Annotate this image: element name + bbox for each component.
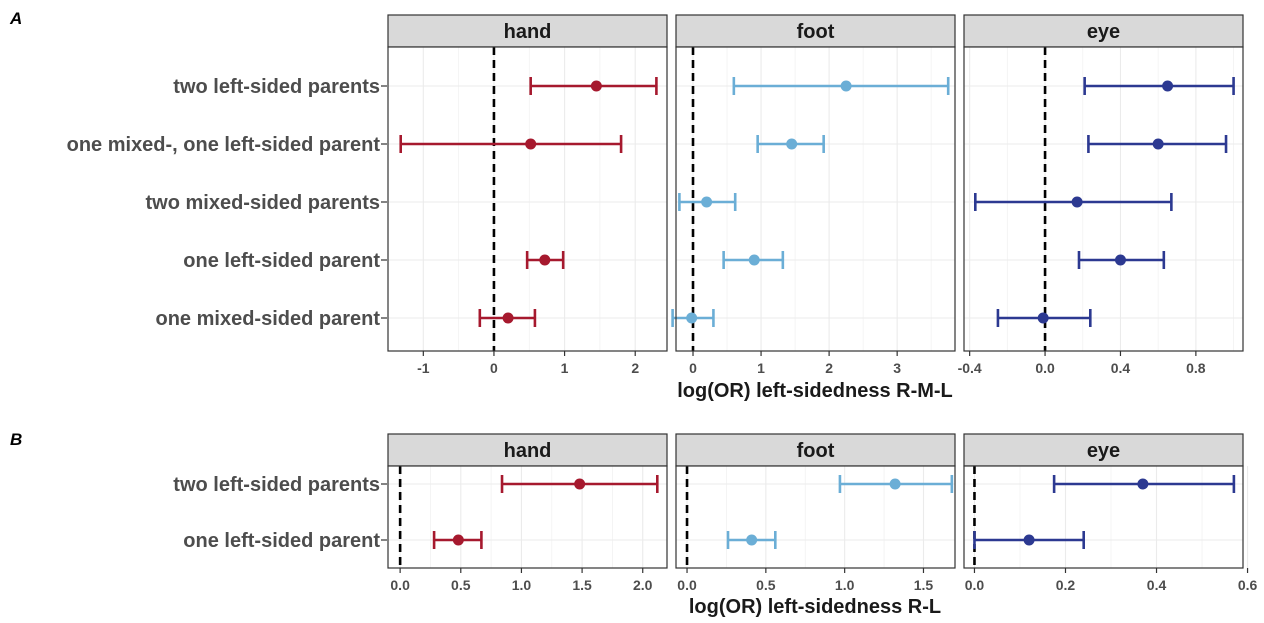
- x-tick-label: 0.2: [1056, 577, 1076, 593]
- estimate-point: [1023, 534, 1035, 546]
- category-label: one mixed-, one left-sided parent: [67, 134, 381, 156]
- estimate-point: [1071, 196, 1083, 208]
- x-tick-label: 1.0: [512, 577, 532, 593]
- panel-letter: B: [10, 430, 22, 449]
- estimate-point: [686, 312, 698, 324]
- facet-strip: [963, 14, 1244, 48]
- plot-area: [388, 466, 667, 568]
- x-tick-label: 2.0: [633, 577, 653, 593]
- estimate-point: [786, 138, 798, 150]
- category-label: one left-sided parent: [183, 530, 380, 552]
- category-label: one left-sided parent: [183, 250, 380, 272]
- x-axis-title: log(OR) left-sidedness R-L: [689, 596, 941, 618]
- facet-eye: eye -0.4 0.0 0.4 0.8: [958, 14, 1244, 376]
- panel-border: [387, 46, 668, 352]
- facet-strip: [387, 433, 668, 467]
- estimate-point: [1137, 478, 1149, 490]
- plot-area: [964, 466, 1243, 568]
- estimate-point: [840, 80, 852, 92]
- facet-foot: foot 0.0 0.5 1.0 1.5: [675, 433, 956, 593]
- x-tick-label: -0.4: [958, 360, 982, 376]
- facet-strip: [387, 14, 668, 48]
- facet-title: foot: [797, 21, 835, 43]
- panel-border: [963, 46, 1244, 352]
- estimate-point: [539, 254, 551, 266]
- estimate-point: [590, 80, 602, 92]
- x-tick-label: 0.0: [965, 577, 985, 593]
- x-tick-label: 0.6: [1238, 577, 1258, 593]
- x-tick-label: -1: [417, 360, 430, 376]
- x-tick-label: 3: [893, 360, 901, 376]
- panel-border: [675, 465, 956, 569]
- estimate-point: [1162, 80, 1174, 92]
- panel-border: [675, 46, 956, 352]
- facet-foot: foot 0 1 2 3: [671, 14, 956, 376]
- x-tick-label: 0.0: [677, 577, 697, 593]
- x-tick-label: 0: [490, 360, 498, 376]
- panel-border: [963, 465, 1244, 569]
- estimate-point: [1152, 138, 1164, 150]
- x-tick-label: 0.4: [1111, 360, 1131, 376]
- estimate-point: [574, 478, 586, 490]
- x-tick-label: 1.0: [835, 577, 855, 593]
- estimate-point: [1114, 254, 1126, 266]
- x-tick-label: 2: [631, 360, 639, 376]
- x-tick-label: 0.5: [451, 577, 471, 593]
- x-tick-label: 0.4: [1147, 577, 1167, 593]
- plot-area: [388, 47, 667, 351]
- x-tick-label: 0: [689, 360, 697, 376]
- x-tick-label: 2: [825, 360, 833, 376]
- facet-title: eye: [1087, 21, 1120, 43]
- panel-border: [387, 465, 668, 569]
- x-tick-label: 0.5: [756, 577, 776, 593]
- plot-area: [676, 466, 955, 568]
- estimate-point: [748, 254, 760, 266]
- facet-hand: hand -1 0 1 2: [387, 14, 668, 376]
- panel-letter: A: [9, 9, 22, 28]
- x-tick-label: 1.5: [572, 577, 592, 593]
- x-tick-label: 0.0: [390, 577, 410, 593]
- facet-title: foot: [797, 440, 835, 462]
- category-label: two left-sided parents: [173, 474, 380, 496]
- facet-hand: hand 0.0 0.5 1.0 1.5 2.0: [387, 433, 668, 593]
- estimate-point: [701, 196, 713, 208]
- facet-eye: eye 0.0 0.2 0.4 0.6: [963, 433, 1258, 593]
- estimate-point: [889, 478, 901, 490]
- x-tick-label: 1: [757, 360, 765, 376]
- x-tick-label: 0.8: [1186, 360, 1206, 376]
- estimate-point: [746, 534, 758, 546]
- facet-strip: [963, 433, 1244, 467]
- category-label: two left-sided parents: [173, 76, 380, 98]
- estimate-point: [502, 312, 514, 324]
- plot-area: [964, 47, 1243, 351]
- estimate-point: [525, 138, 537, 150]
- x-tick-label: 0.0: [1035, 360, 1055, 376]
- category-label: two mixed-sided parents: [146, 192, 381, 214]
- facet-title: hand: [504, 440, 552, 462]
- estimate-point: [452, 534, 464, 546]
- estimate-point: [1037, 312, 1049, 324]
- x-tick-label: 1.5: [914, 577, 934, 593]
- category-label: one mixed-sided parent: [156, 308, 381, 330]
- facet-title: hand: [504, 21, 552, 43]
- facet-strip: [675, 14, 956, 48]
- x-axis-title: log(OR) left-sidedness R-M-L: [677, 380, 953, 402]
- facet-title: eye: [1087, 440, 1120, 462]
- plot-area: [676, 47, 955, 351]
- x-tick-label: 1: [561, 360, 569, 376]
